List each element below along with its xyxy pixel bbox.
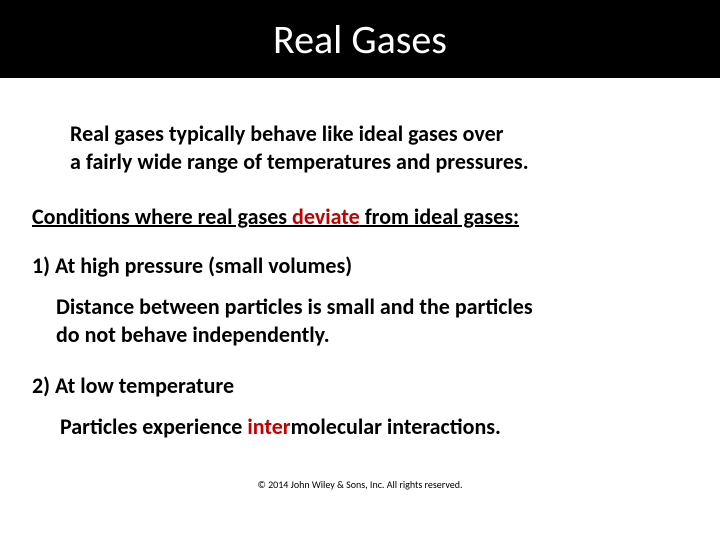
condition-1-label: 1) At high pressure (small volumes) (32, 252, 688, 279)
copyright-text: © 2014 John Wiley & Sons, Inc. All right… (32, 478, 688, 491)
condition-2-label: 2) At low temperature (32, 372, 688, 399)
intro-line-2: a fairly wide range of temperatures and … (70, 148, 688, 176)
condition-2-description: Particles experience intermolecular inte… (60, 413, 688, 440)
content-area: Real gases typically behave like ideal g… (0, 120, 720, 491)
condition-1-description: Distance between particles is small and … (56, 293, 688, 348)
intro-line-1: Real gases typically behave like ideal g… (70, 120, 688, 148)
condition-1-desc-line-1: Distance between particles is small and … (56, 293, 688, 321)
condition-2-desc-suffix: molecular interactions. (291, 413, 501, 440)
condition-2-desc-inter: inter (247, 413, 290, 440)
title-bar: Real Gases (0, 0, 720, 78)
conditions-heading-deviate: deviate (292, 203, 360, 230)
intro-paragraph: Real gases typically behave like ideal g… (70, 120, 688, 175)
conditions-heading-prefix: Conditions where real gases (32, 203, 292, 230)
condition-2-desc-prefix: Particles experience (60, 413, 247, 440)
conditions-heading-suffix: from ideal gases: (360, 203, 519, 230)
page-title: Real Gases (273, 15, 447, 64)
condition-1-desc-line-2: do not behave independently. (56, 321, 688, 349)
conditions-heading: Conditions where real gases deviate from… (32, 203, 688, 230)
